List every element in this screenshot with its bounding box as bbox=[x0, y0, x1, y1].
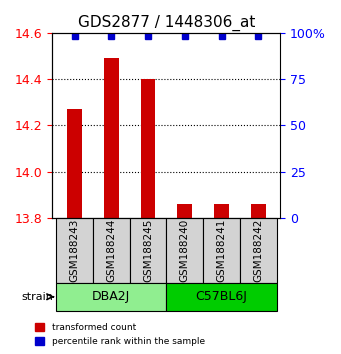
Text: GSM188244: GSM188244 bbox=[106, 219, 116, 282]
FancyBboxPatch shape bbox=[203, 218, 240, 283]
FancyBboxPatch shape bbox=[240, 218, 277, 283]
Legend: transformed count, percentile rank within the sample: transformed count, percentile rank withi… bbox=[32, 320, 208, 349]
Text: GSM188245: GSM188245 bbox=[143, 219, 153, 282]
Bar bbox=[67, 109, 82, 218]
Bar bbox=[104, 58, 119, 218]
Bar bbox=[177, 204, 192, 218]
Text: GSM188243: GSM188243 bbox=[70, 219, 79, 282]
Text: DBA2J: DBA2J bbox=[92, 290, 130, 303]
FancyBboxPatch shape bbox=[56, 218, 93, 283]
Text: GSM188242: GSM188242 bbox=[253, 219, 263, 282]
FancyBboxPatch shape bbox=[166, 218, 203, 283]
Text: C57BL6J: C57BL6J bbox=[196, 290, 248, 303]
FancyBboxPatch shape bbox=[166, 283, 277, 311]
Text: strain: strain bbox=[21, 292, 53, 302]
Text: GSM188241: GSM188241 bbox=[217, 219, 226, 282]
Bar bbox=[214, 204, 229, 218]
FancyBboxPatch shape bbox=[56, 283, 166, 311]
Title: GDS2877 / 1448306_at: GDS2877 / 1448306_at bbox=[78, 15, 255, 31]
Text: GSM188240: GSM188240 bbox=[180, 219, 190, 282]
FancyBboxPatch shape bbox=[93, 218, 130, 283]
FancyBboxPatch shape bbox=[130, 218, 166, 283]
Bar bbox=[251, 204, 266, 218]
Bar bbox=[141, 79, 155, 218]
